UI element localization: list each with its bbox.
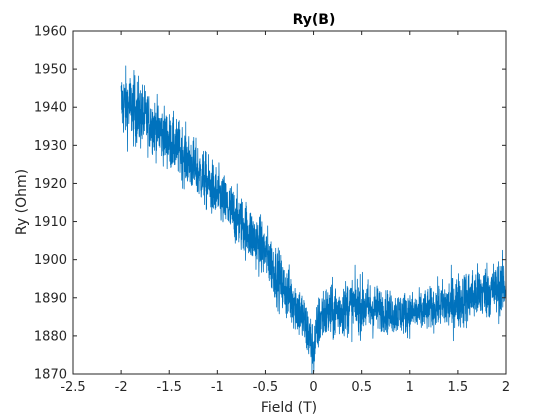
y-tick-label: 1910 — [34, 215, 67, 230]
x-tick-label: -2.5 — [60, 380, 85, 395]
y-tick-label: 1890 — [34, 291, 67, 306]
x-tick-label: -1.5 — [157, 380, 182, 395]
x-tick-label: -1 — [211, 380, 224, 395]
x-tick-label: 1.5 — [448, 380, 469, 395]
series-layer — [120, 65, 507, 374]
chart-title: Ry(B) — [293, 12, 336, 28]
y-tick-label: 1920 — [34, 177, 67, 192]
x-tick-label: 2 — [502, 380, 510, 395]
x-tick-label: 0 — [309, 380, 317, 395]
y-tick-labels: 1870 1880 1890 1900 1910 1920 1930 1940 1950 1960 — [34, 25, 67, 383]
y-tick-label: 1870 — [34, 368, 67, 383]
series-line — [120, 65, 507, 374]
x-tick-label: -0.5 — [253, 380, 278, 395]
y-tick-label: 1930 — [34, 139, 67, 154]
x-tick-label: 0.5 — [351, 380, 372, 395]
plot-frame — [72, 30, 507, 375]
y-tick-label: 1950 — [34, 63, 67, 78]
x-tick-labels: -2.5 -2 -1.5 -1 -0.5 0 0.5 1 1.5 2 — [60, 380, 510, 395]
y-tick-label: 1940 — [34, 101, 67, 116]
y-tick-label: 1900 — [34, 253, 67, 268]
y-axis-label: Ry (Ohm) — [14, 169, 30, 235]
plot-background — [73, 31, 506, 374]
y-tick-label: 1960 — [34, 25, 67, 40]
plot-area — [72, 30, 507, 375]
x-tick-label: 1 — [406, 380, 414, 395]
x-tick-label: -2 — [115, 380, 128, 395]
y-tick-label: 1880 — [34, 329, 67, 344]
x-axis-label: Field (T) — [261, 400, 317, 416]
